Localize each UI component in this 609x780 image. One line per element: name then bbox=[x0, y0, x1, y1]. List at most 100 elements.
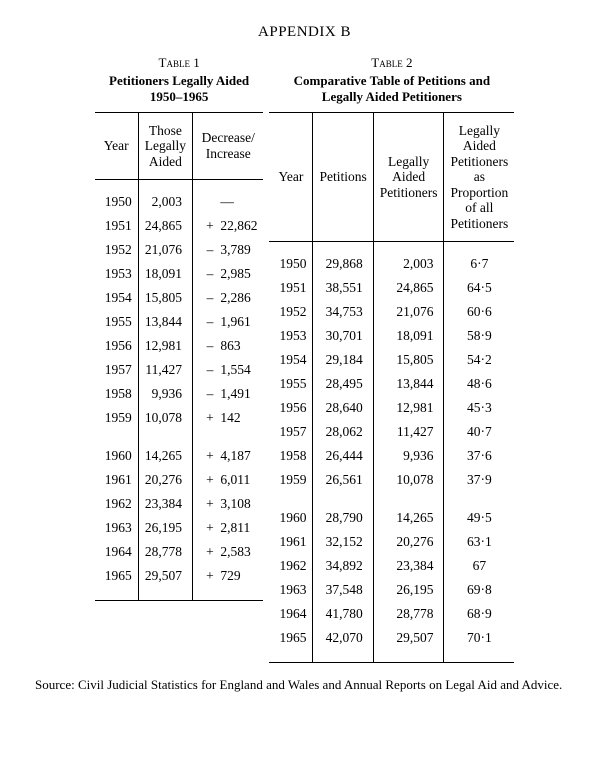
t2-head-aided-l1: Legally bbox=[388, 154, 429, 169]
diff-value: 3,108 bbox=[217, 496, 251, 511]
cell-aided: 28,778 bbox=[373, 602, 444, 626]
cell-aided: 11,427 bbox=[373, 420, 444, 444]
cell-petitions: 42,070 bbox=[313, 626, 373, 663]
diff-sign: + bbox=[203, 520, 217, 536]
cell-year: 1960 bbox=[269, 492, 313, 530]
table-row: 196028,79014,26549·5 bbox=[269, 492, 514, 530]
cell-year: 1956 bbox=[269, 396, 313, 420]
diff-sign: + bbox=[203, 496, 217, 512]
cell-aided: 21,076 bbox=[138, 238, 192, 262]
cell-year: 1950 bbox=[269, 242, 313, 277]
t1-head-diff-l2: Increase bbox=[206, 146, 251, 161]
cell-aided: 26,195 bbox=[373, 578, 444, 602]
cell-aided: 13,844 bbox=[373, 372, 444, 396]
table-row: 195221,076– 3,789 bbox=[95, 238, 264, 262]
cell-aided: 28,778 bbox=[138, 540, 192, 564]
cell-aided: 2,003 bbox=[373, 242, 444, 277]
table-row: 196542,07029,50770·1 bbox=[269, 626, 514, 663]
cell-petitions: 38,551 bbox=[313, 276, 373, 300]
cell-year: 1962 bbox=[95, 492, 139, 516]
cell-aided: 9,936 bbox=[373, 444, 444, 468]
cell-aided: 24,865 bbox=[373, 276, 444, 300]
t1-head-diff: Decrease/ Increase bbox=[192, 112, 263, 180]
table-row: 196337,54826,19569·8 bbox=[269, 578, 514, 602]
table-row: 195513,844– 1,961 bbox=[95, 310, 264, 334]
cell-year: 1951 bbox=[95, 214, 139, 238]
cell-aided: 18,091 bbox=[373, 324, 444, 348]
cell-proportion: 69·8 bbox=[444, 578, 514, 602]
table-row: 195415,805– 2,286 bbox=[95, 286, 264, 310]
cell-aided: 11,427 bbox=[138, 358, 192, 382]
cell-year: 1952 bbox=[95, 238, 139, 262]
diff-value: 22,862 bbox=[217, 218, 258, 233]
source-note: Source: Civil Judicial Statistics for En… bbox=[16, 677, 593, 693]
cell-aided: 12,981 bbox=[373, 396, 444, 420]
cell-proportion: 67 bbox=[444, 554, 514, 578]
table-row: 195612,981– 863 bbox=[95, 334, 264, 358]
cell-aided: 29,507 bbox=[373, 626, 444, 663]
cell-diff: – 1,554 bbox=[192, 358, 263, 382]
cell-petitions: 29,184 bbox=[313, 348, 373, 372]
cell-year: 1952 bbox=[269, 300, 313, 324]
diff-sign: – bbox=[203, 242, 217, 258]
cell-year: 1951 bbox=[269, 276, 313, 300]
cell-proportion: 45·3 bbox=[444, 396, 514, 420]
table-1-label: Table 1 bbox=[159, 55, 200, 71]
table-1-title-line2: 1950–1965 bbox=[150, 89, 209, 104]
cell-year: 1964 bbox=[269, 602, 313, 626]
cell-petitions: 32,152 bbox=[313, 530, 373, 554]
t2-head-aided-l3: Petitioners bbox=[380, 185, 438, 200]
t2-head-prop-l3: Petitioners bbox=[450, 154, 508, 169]
cell-year: 1956 bbox=[95, 334, 139, 358]
t2-head-prop-l4: as bbox=[474, 169, 485, 184]
cell-petitions: 28,495 bbox=[313, 372, 373, 396]
diff-sign: + bbox=[203, 448, 217, 464]
cell-year: 1959 bbox=[95, 406, 139, 430]
cell-proportion: 64·5 bbox=[444, 276, 514, 300]
t1-head-aided-l1: Those bbox=[149, 123, 182, 138]
cell-year: 1963 bbox=[269, 578, 313, 602]
table-row: 195234,75321,07660·6 bbox=[269, 300, 514, 324]
table-2-title-line2: Legally Aided Petitioners bbox=[322, 89, 462, 104]
cell-petitions: 30,701 bbox=[313, 324, 373, 348]
cell-aided: 20,276 bbox=[373, 530, 444, 554]
cell-diff: + 2,811 bbox=[192, 516, 263, 540]
cell-year: 1954 bbox=[95, 286, 139, 310]
cell-aided: 10,078 bbox=[138, 406, 192, 430]
table-1-block: Table 1 Petitioners Legally Aided 1950–1… bbox=[95, 55, 264, 663]
t2-head-prop-l1: Legally bbox=[459, 123, 500, 138]
cell-year: 1958 bbox=[95, 382, 139, 406]
cell-year: 1961 bbox=[95, 468, 139, 492]
table-row: 195628,64012,98145·3 bbox=[269, 396, 514, 420]
cell-proportion: 60·6 bbox=[444, 300, 514, 324]
table-2-title: Comparative Table of Petitions and Legal… bbox=[294, 73, 490, 106]
table-row: 196132,15220,27663·1 bbox=[269, 530, 514, 554]
diff-value: 142 bbox=[217, 410, 241, 425]
table-row: 195330,70118,09158·9 bbox=[269, 324, 514, 348]
table-row: 19502,003 — bbox=[95, 180, 264, 215]
table-row: 196234,89223,38467 bbox=[269, 554, 514, 578]
t1-head-aided-l2: Legally bbox=[145, 138, 186, 153]
t2-head-aided: Legally Aided Petitioners bbox=[373, 112, 444, 242]
cell-diff: — bbox=[192, 180, 263, 215]
diff-value: 2,286 bbox=[217, 290, 251, 305]
cell-diff: – 2,286 bbox=[192, 286, 263, 310]
cell-year: 1957 bbox=[269, 420, 313, 444]
cell-petitions: 29,868 bbox=[313, 242, 373, 277]
cell-petitions: 26,561 bbox=[313, 468, 373, 492]
table-2-title-line1: Comparative Table of Petitions and bbox=[294, 73, 490, 88]
cell-aided: 2,003 bbox=[138, 180, 192, 215]
cell-diff: + 3,108 bbox=[192, 492, 263, 516]
cell-year: 1955 bbox=[269, 372, 313, 396]
table-row: 195318,091– 2,985 bbox=[95, 262, 264, 286]
appendix-title: APPENDIX B bbox=[16, 24, 593, 41]
cell-diff: + 2,583 bbox=[192, 540, 263, 564]
cell-aided: 14,265 bbox=[138, 430, 192, 468]
table-row: 195138,55124,86564·5 bbox=[269, 276, 514, 300]
cell-proportion: 37·9 bbox=[444, 468, 514, 492]
table-row: 195826,4449,93637·6 bbox=[269, 444, 514, 468]
table-row: 196014,265+ 4,187 bbox=[95, 430, 264, 468]
cell-year: 1958 bbox=[269, 444, 313, 468]
t2-head-petitions: Petitions bbox=[313, 112, 373, 242]
cell-aided: 24,865 bbox=[138, 214, 192, 238]
